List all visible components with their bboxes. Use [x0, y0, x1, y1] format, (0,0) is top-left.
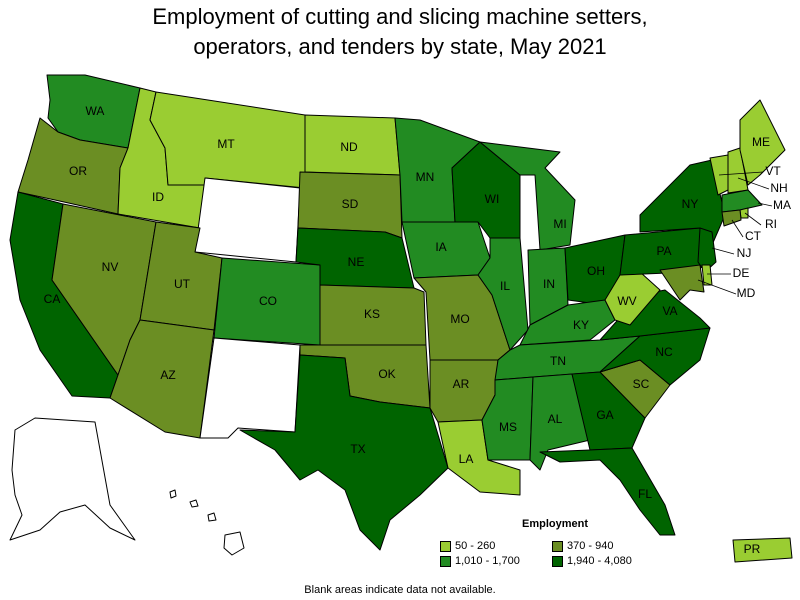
state-label-TN: TN [550, 354, 566, 368]
state-label-SD: SD [342, 197, 359, 211]
state-label-AR: AR [453, 377, 470, 391]
state-label-GA: GA [596, 408, 613, 422]
legend-label-1: 50 - 260 [455, 540, 496, 552]
state-label-FL: FL [638, 487, 652, 501]
state-KS[interactable] [319, 284, 427, 346]
state-label-NC: NC [655, 345, 673, 359]
state-label-UT: UT [174, 277, 191, 291]
legend: Employment 50 - 260 370 - 940 1,010 - 1,… [440, 518, 670, 567]
state-label-WI: WI [485, 192, 500, 206]
state-label-NJ: NJ [737, 246, 752, 260]
legend-item-2: 370 - 940 [552, 540, 664, 552]
state-label-MD: MD [737, 286, 756, 300]
state-label-WA: WA [86, 104, 105, 118]
state-IL[interactable] [477, 237, 529, 351]
state-ME[interactable] [739, 99, 786, 186]
state-label-ID: ID [152, 190, 164, 204]
state-label-DE: DE [733, 266, 750, 280]
state-label-NE: NE [348, 255, 365, 269]
state-label-NY: NY [682, 197, 699, 211]
legend-item-4: 1,940 - 4,080 [552, 555, 664, 567]
leader-line-NH [737, 177, 770, 190]
leader-line-CT [731, 219, 744, 238]
legend-item-3: 1,010 - 1,700 [440, 555, 552, 567]
state-label-PA: PA [656, 244, 671, 258]
state-CT[interactable] [721, 209, 742, 227]
state-label-OK: OK [378, 367, 395, 381]
state-label-IL: IL [500, 279, 510, 293]
state-label-KS: KS [364, 307, 380, 321]
leader-line-MD [697, 279, 737, 295]
title-line-1: Employment of cutting and slicing machin… [152, 4, 648, 29]
state-label-MN: MN [416, 170, 435, 184]
state-label-ME: ME [752, 135, 770, 149]
blank-areas-note: Blank areas indicate data not available. [304, 584, 496, 596]
leader-line-MA [757, 202, 773, 207]
state-PR[interactable] [732, 537, 793, 563]
state-label-LA: LA [459, 452, 474, 466]
legend-swatch-1 [440, 540, 451, 552]
legend-swatch-4 [552, 555, 563, 567]
state-MI[interactable] [479, 141, 576, 251]
state-HI[interactable] [169, 489, 245, 556]
state-label-ND: ND [340, 140, 358, 154]
state-label-PR: PR [744, 542, 761, 556]
state-FL[interactable] [539, 447, 676, 536]
legend-label-4: 1,940 - 4,080 [567, 555, 632, 567]
legend-item-1: 50 - 260 [440, 540, 552, 552]
state-label-VA: VA [662, 304, 677, 318]
state-label-NV: NV [102, 260, 119, 274]
state-WY[interactable] [194, 177, 301, 263]
state-label-IA: IA [435, 240, 446, 254]
state-AK[interactable] [9, 417, 136, 541]
state-label-MO: MO [450, 312, 469, 326]
state-label-WV: WV [617, 294, 636, 308]
state-label-CT: CT [745, 229, 762, 243]
state-label-MA: MA [773, 198, 791, 212]
title-line-2: operators, and tenders by state, May 202… [193, 34, 607, 59]
state-label-CO: CO [259, 294, 277, 308]
state-label-MS: MS [499, 420, 517, 434]
leader-line-RI [744, 212, 762, 226]
legend-title: Employment [521, 518, 588, 530]
state-label-AZ: AZ [160, 368, 175, 382]
state-MA[interactable] [721, 189, 763, 213]
state-label-MI: MI [553, 217, 566, 231]
state-NY[interactable] [639, 159, 726, 246]
state-label-OR: OR [69, 164, 87, 178]
state-GA[interactable] [571, 371, 646, 451]
state-MD[interactable] [659, 264, 705, 301]
legend-label-2: 370 - 940 [567, 540, 614, 552]
legend-swatch-2 [552, 540, 563, 552]
leader-line-VT [718, 171, 764, 176]
state-label-SC: SC [633, 377, 650, 391]
state-label-MT: MT [217, 137, 235, 151]
state-label-CA: CA [44, 292, 61, 306]
legend-swatch-3 [440, 555, 451, 567]
state-RI[interactable] [739, 207, 749, 219]
state-labels-layer: WA OR CA ID NV MT UT AZ CO ND SD NE KS OK TX MN IA MO AR LA… [44, 104, 791, 556]
state-TX[interactable] [239, 354, 449, 551]
state-AZ[interactable] [109, 319, 215, 439]
state-label-IN: IN [543, 277, 555, 291]
states-layer [9, 74, 793, 563]
leader-line-NJ [711, 247, 735, 255]
state-NM[interactable] [199, 337, 301, 439]
state-label-VT: VT [765, 164, 781, 178]
state-label-OH: OH [587, 264, 605, 278]
state-label-KY: KY [573, 318, 589, 332]
state-label-AL: AL [548, 412, 563, 426]
legend-label-3: 1,010 - 1,700 [455, 555, 520, 567]
state-label-NH: NH [770, 181, 787, 195]
state-label-RI: RI [765, 217, 777, 231]
map-title: Employment of cutting and slicing machin… [0, 2, 800, 62]
state-label-TX: TX [350, 442, 365, 456]
